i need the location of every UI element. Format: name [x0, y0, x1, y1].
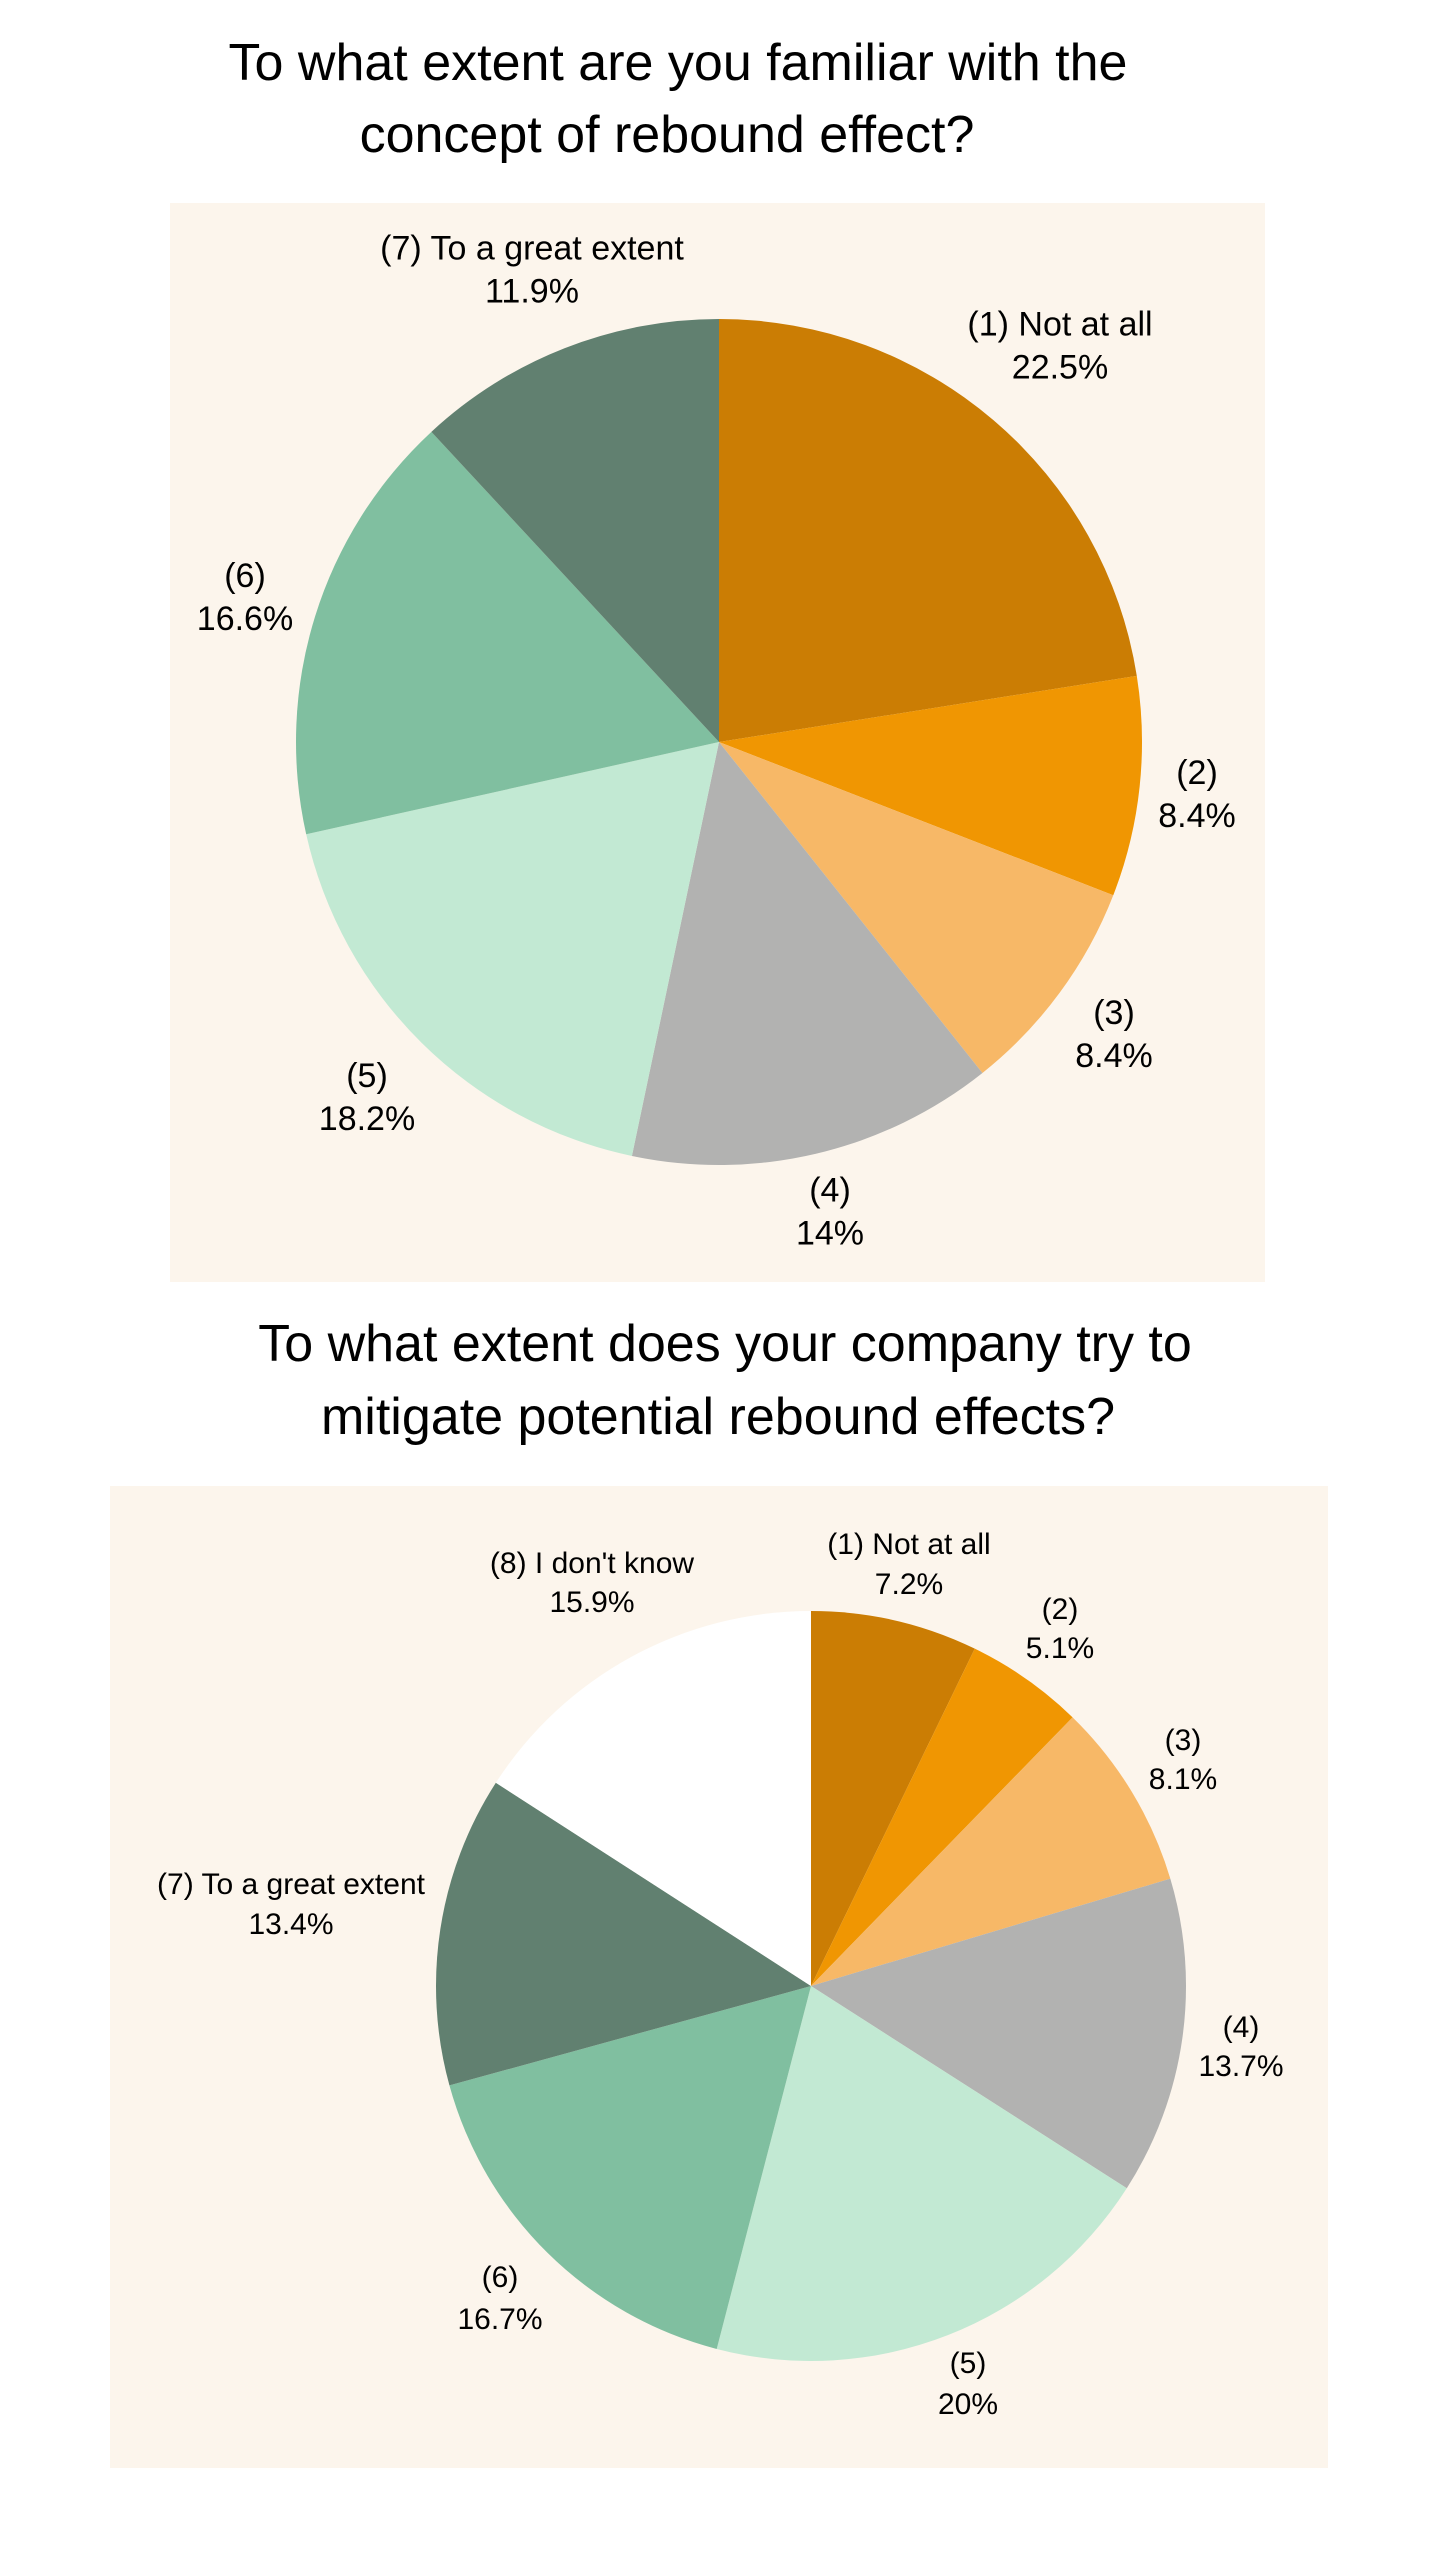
svg-text:(2): (2) — [1176, 754, 1218, 792]
svg-text:(7) To a great extent: (7) To a great extent — [380, 230, 684, 268]
svg-text:13.7%: 13.7% — [1198, 2050, 1283, 2083]
svg-text:(8) I don't know: (8) I don't know — [490, 1547, 694, 1580]
svg-text:7.2%: 7.2% — [875, 1568, 943, 1601]
svg-text:(6): (6) — [224, 557, 266, 595]
svg-text:14%: 14% — [796, 1215, 864, 1253]
svg-text:To what extent does your compa: To what extent does your company try to — [258, 1315, 1192, 1373]
svg-text:18.2%: 18.2% — [319, 1100, 415, 1138]
svg-text:16.7%: 16.7% — [457, 2303, 542, 2336]
svg-text:5.1%: 5.1% — [1026, 1632, 1094, 1665]
svg-text:(7) To a great extent: (7) To a great extent — [157, 1868, 426, 1901]
svg-text:(4): (4) — [1223, 2011, 1260, 2044]
svg-text:(1) Not at all: (1) Not at all — [967, 306, 1152, 344]
svg-text:(2): (2) — [1042, 1593, 1079, 1626]
svg-text:8.1%: 8.1% — [1149, 1763, 1217, 1796]
svg-text:22.5%: 22.5% — [1012, 349, 1108, 387]
svg-text:(3): (3) — [1165, 1724, 1202, 1757]
svg-text:(3): (3) — [1093, 994, 1135, 1032]
svg-text:(5): (5) — [950, 2347, 987, 2380]
svg-text:13.4%: 13.4% — [248, 1908, 333, 1941]
svg-text:8.4%: 8.4% — [1158, 797, 1236, 835]
svg-text:16.6%: 16.6% — [197, 600, 293, 638]
svg-text:mitigate potential rebound eff: mitigate potential rebound effects? — [321, 1388, 1115, 1446]
svg-text:11.9%: 11.9% — [485, 273, 579, 311]
svg-text:concept of rebound effect?: concept of rebound effect? — [360, 106, 975, 164]
svg-text:To what extent are you familia: To what extent are you familiar with the — [229, 34, 1128, 92]
svg-text:(1) Not at all: (1) Not at all — [827, 1528, 990, 1561]
svg-text:15.9%: 15.9% — [549, 1586, 634, 1619]
svg-text:8.4%: 8.4% — [1075, 1037, 1153, 1075]
svg-text:(5): (5) — [346, 1057, 388, 1095]
svg-text:20%: 20% — [938, 2388, 998, 2421]
svg-text:(6): (6) — [482, 2261, 519, 2294]
svg-text:(4): (4) — [809, 1172, 851, 1210]
